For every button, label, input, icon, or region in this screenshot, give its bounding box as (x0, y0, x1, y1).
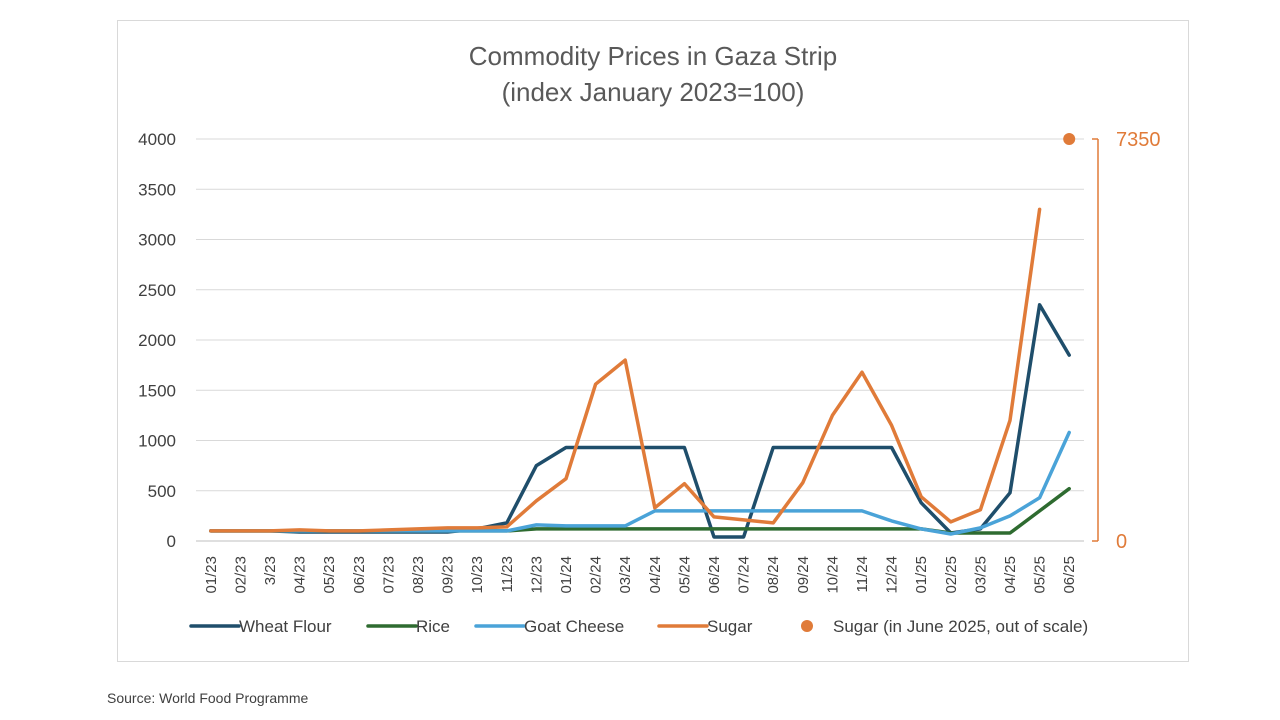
y-tick-label: 3000 (138, 231, 176, 250)
chart-frame: Commodity Prices in Gaza Strip (index Ja… (117, 20, 1189, 662)
x-tick-label: 05/25 (1032, 556, 1049, 594)
secondary-axis-label: 0 (1116, 531, 1127, 553)
legend-swatch-sugar-in-june-2025-out-of-scale (801, 620, 813, 632)
x-tick-label: 08/23 (410, 556, 427, 594)
x-tick-label: 04/24 (647, 556, 664, 594)
x-tick-label: 05/23 (321, 556, 338, 594)
x-tick-label: 12/23 (528, 556, 545, 594)
x-tick-label: 01/23 (203, 556, 220, 594)
x-tick-label: 06/24 (706, 556, 723, 594)
x-tick-label: 06/23 (351, 556, 368, 594)
source-note: Source: World Food Programme (107, 690, 309, 706)
x-tick-label: 01/25 (913, 556, 930, 594)
x-tick-label: 07/23 (380, 556, 397, 594)
chart-title: Commodity Prices in Gaza Strip (469, 41, 837, 71)
x-tick-label: 04/23 (292, 556, 309, 594)
outlier-point-sugar (1063, 133, 1076, 145)
x-tick-label: 12/24 (884, 556, 901, 594)
x-tick-label: 07/24 (736, 556, 753, 594)
chart-subtitle: (index January 2023=100) (502, 77, 805, 107)
secondary-axis-label: 7350 (1116, 129, 1161, 151)
y-tick-label: 2000 (138, 331, 176, 350)
y-tick-label: 500 (148, 482, 176, 501)
y-tick-label: 3500 (138, 180, 176, 199)
x-tick-label: 09/23 (440, 556, 457, 594)
legend-label-wheat-flour: Wheat Flour (239, 617, 332, 636)
x-tick-label: 11/23 (499, 556, 516, 592)
y-tick-label: 2500 (138, 281, 176, 300)
x-tick-label: 05/24 (676, 556, 693, 594)
legend-label-sugar-in-june-2025-out-of-scale: Sugar (in June 2025, out of scale) (833, 617, 1088, 636)
y-tick-label: 1000 (138, 432, 176, 451)
x-tick-label: 02/24 (588, 556, 605, 594)
chart-svg: Commodity Prices in Gaza Strip (index Ja… (138, 41, 1161, 636)
y-tick-label: 0 (167, 532, 176, 551)
x-tick-label: 09/24 (795, 556, 812, 594)
legend-label-rice: Rice (416, 617, 450, 636)
series-line-sugar (209, 207, 1042, 533)
y-tick-label: 1500 (138, 381, 176, 400)
x-tick-label: 02/25 (943, 556, 960, 594)
x-tick-label: 3/23 (262, 556, 279, 585)
x-tick-label: 11/24 (854, 556, 871, 592)
x-tick-label: 10/24 (824, 556, 841, 594)
x-tick-label: 03/25 (972, 556, 989, 594)
x-tick-label: 03/24 (617, 556, 634, 594)
x-tick-label: 06/25 (1061, 556, 1078, 594)
x-tick-label: 08/24 (765, 556, 782, 594)
x-tick-label: 02/23 (232, 556, 249, 594)
y-tick-label: 4000 (138, 130, 176, 149)
x-tick-label: 10/23 (469, 556, 486, 594)
legend-label-sugar: Sugar (707, 617, 753, 636)
legend-label-goat-cheese: Goat Cheese (524, 617, 624, 636)
x-tick-label: 04/25 (1002, 556, 1019, 594)
x-tick-label: 01/24 (558, 556, 575, 594)
